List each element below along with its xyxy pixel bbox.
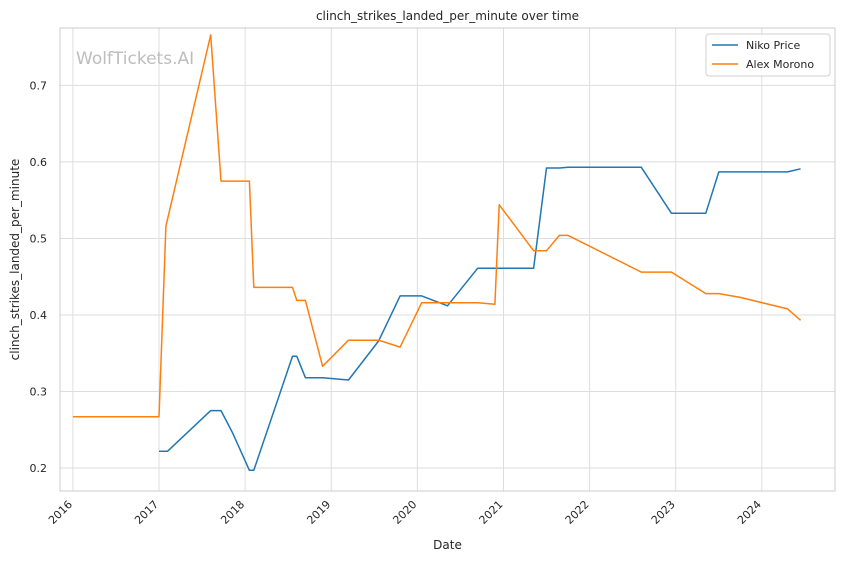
y-axis-title: clinch_strikes_landed_per_minute	[8, 159, 22, 361]
watermark: WolfTickets.AI	[76, 49, 194, 69]
y-tick-label: 0.4	[30, 309, 48, 322]
x-axis-title: Date	[433, 538, 462, 552]
y-tick-label: 0.7	[30, 79, 48, 92]
series-line-0	[159, 166, 801, 472]
chart-title: clinch_strikes_landed_per_minute over ti…	[316, 9, 579, 23]
legend-label-0: Niko Price	[746, 39, 801, 52]
series-lines	[72, 34, 802, 472]
legend-label-1: Alex Morono	[746, 58, 814, 71]
y-axis-ticks: 0.2 0.3 0.4 0.5 0.6 0.7	[30, 79, 48, 475]
grid-lines	[60, 28, 835, 491]
legend: Niko Price Alex Morono	[705, 33, 831, 77]
y-tick-label: 0.6	[30, 156, 48, 169]
series-line-1	[72, 34, 802, 418]
y-tick-label: 0.5	[30, 232, 48, 245]
y-tick-label: 0.2	[30, 462, 48, 475]
y-tick-label: 0.3	[30, 386, 48, 399]
plot-frame	[59, 27, 836, 492]
